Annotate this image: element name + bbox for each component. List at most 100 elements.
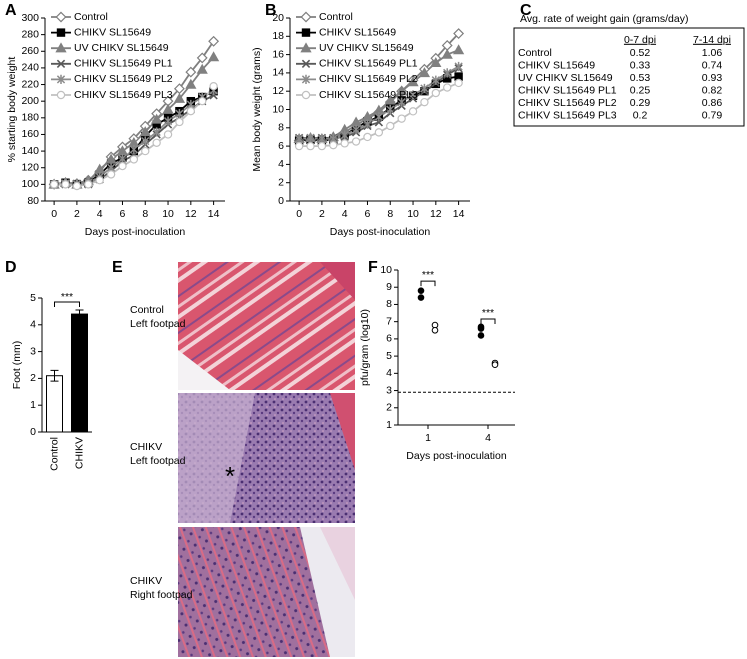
marker: [396, 85, 408, 96]
y-tick-label: 1: [386, 419, 392, 431]
row-label: CHIKV SL15649: [518, 59, 595, 71]
y-axis-label: Foot (mm): [11, 341, 23, 389]
bar: [46, 375, 63, 433]
micrograph-label: Left footpad: [130, 455, 186, 467]
significance-label: ***: [482, 307, 494, 319]
micrograph-label: Left footpad: [130, 318, 186, 330]
marker: [152, 127, 161, 137]
tissue-region: [320, 527, 355, 600]
marker: [185, 78, 197, 89]
marker: [118, 153, 127, 164]
marker: [340, 130, 349, 140]
x-tick-label: 0: [51, 208, 57, 220]
y-tick-label: 140: [21, 145, 39, 157]
y-tick-label: 9: [386, 281, 392, 293]
y-tick-label: 0: [278, 195, 284, 207]
marker: [351, 137, 361, 146]
marker: [454, 61, 463, 72]
legend-marker: [301, 59, 311, 68]
x-tick-label: 6: [120, 208, 126, 220]
x-axis-label: Days post-inoculation: [85, 226, 186, 238]
marker: [152, 138, 161, 147]
table-title: Avg. rate of weight gain (grams/day): [520, 13, 688, 25]
marker: [209, 82, 218, 91]
x-tick-label: 8: [142, 208, 148, 220]
marker: [443, 68, 452, 78]
marker: [420, 97, 429, 107]
lesion-marker: *: [225, 461, 235, 491]
marker: [384, 94, 396, 105]
y-tick-label: 160: [21, 128, 39, 140]
legend-marker: [55, 42, 67, 53]
marker: [374, 128, 384, 137]
y-tick-label: 8: [386, 298, 392, 310]
table-border: [513, 27, 745, 127]
y-tick-label: 5: [386, 350, 392, 362]
table-cell: 0.74: [702, 59, 723, 71]
error-bar: [75, 309, 84, 319]
x-tick-label: 4: [485, 432, 491, 444]
y-tick-label: 80: [27, 195, 39, 207]
marker: [453, 28, 465, 40]
y-tick-label: 6: [278, 140, 284, 152]
marker: [186, 106, 196, 116]
significance-label: ***: [422, 269, 434, 281]
data-point: [417, 287, 425, 294]
y-tick-label: 4: [278, 158, 284, 170]
y-tick-label: 300: [21, 12, 39, 24]
x-tick-label: 4: [97, 208, 103, 220]
marker: [306, 133, 315, 143]
marker: [72, 181, 82, 191]
marker: [129, 155, 139, 164]
marker: [363, 132, 372, 142]
marker: [294, 134, 304, 144]
marker: [340, 139, 349, 148]
table-cell: 0.29: [630, 97, 651, 109]
marker: [129, 144, 138, 155]
marker: [173, 92, 186, 103]
marker: [443, 83, 452, 92]
legend-label: CHIKV SL15649 PL1: [319, 58, 418, 70]
legend-marker: [300, 42, 312, 53]
table-header: 0-7 dpi: [624, 34, 656, 46]
marker: [441, 48, 453, 59]
marker: [454, 78, 463, 88]
y-tick-label: 280: [21, 28, 39, 40]
marker: [317, 141, 327, 151]
table-cell: 0.25: [630, 84, 651, 96]
marker: [407, 76, 419, 87]
legend-marker: [301, 74, 311, 84]
marker: [397, 97, 406, 107]
legend-marker: [300, 11, 312, 23]
y-tick-label: 2: [386, 402, 392, 414]
marker: [420, 83, 429, 94]
table-cell: 0.2: [633, 109, 648, 121]
panel-label: A: [5, 2, 17, 19]
y-tick-label: 7: [386, 315, 392, 327]
marker: [208, 35, 220, 47]
panel-label: E: [112, 259, 123, 276]
marker: [106, 170, 116, 179]
table-header: 7-14 dpi: [693, 34, 731, 46]
marker: [196, 63, 208, 74]
marker: [374, 112, 383, 122]
table-cell: 0.52: [630, 47, 651, 59]
legend-marker: [301, 90, 311, 100]
marker: [418, 67, 431, 78]
marker: [141, 136, 150, 146]
legend-marker: [56, 74, 66, 84]
micrograph-panel: Control Left footpad CHIKV Left footpad …: [130, 262, 355, 657]
y-tick-label: 18: [272, 30, 284, 42]
marker: [306, 141, 315, 151]
data-point: [431, 326, 439, 334]
x-tick-label: CHIKV: [73, 437, 85, 469]
significance-label: ***: [61, 291, 73, 303]
y-tick-label: 14: [272, 67, 284, 79]
x-axis-label: Days post-inoculation: [330, 226, 431, 238]
legend-label: CHIKV SL15649 PL2: [74, 73, 173, 85]
x-tick-label: 6: [365, 208, 371, 220]
marker: [408, 90, 418, 100]
y-tick-label: 260: [21, 45, 39, 57]
panel-label: F: [368, 259, 378, 276]
